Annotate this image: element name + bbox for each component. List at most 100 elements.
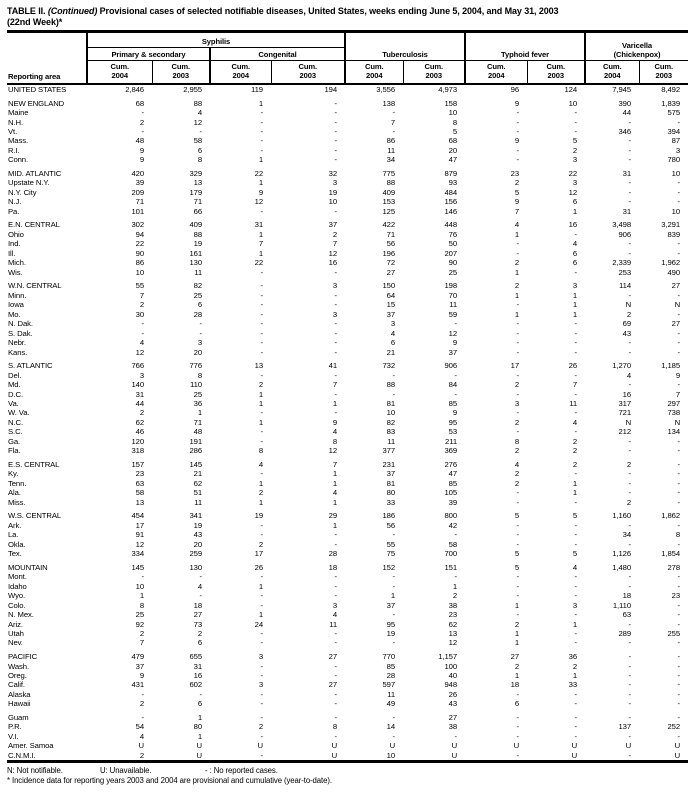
value-cell: 1 (258, 497, 263, 507)
value-cell: 8 (139, 600, 144, 610)
value-cell: 879 (444, 169, 458, 178)
value-cell: 124 (564, 85, 578, 94)
value-cell: - (516, 127, 520, 136)
value-cell: 18 (510, 680, 520, 690)
area-cell: Hawaii (8, 699, 31, 709)
value-cell: 10 (328, 197, 338, 207)
table-row: Miss. 13 11 1 1 33 39- -2- (7, 498, 688, 507)
value-cell: 71 (386, 229, 396, 239)
value-cell: - (628, 689, 632, 699)
value-cell: - (574, 108, 578, 118)
legend-not-notifiable: N: Not notifiable. (7, 766, 63, 776)
value-cell: 92 (135, 619, 144, 629)
syphilis-group-header: Syphilis (85, 31, 346, 49)
value-cell: 5 (514, 549, 520, 559)
value-cell: 1,962 (661, 258, 681, 268)
cum-header-2003: Cum. 2003 (638, 60, 689, 86)
value-cell: - (677, 338, 681, 348)
table-row: N.C. 62 71 1 9 82 95 2 4 N N (7, 418, 688, 427)
area-cell: Tex. (8, 549, 22, 559)
value-cell: - (574, 267, 578, 277)
value-cell: 37 (386, 309, 396, 319)
value-cell: - (574, 408, 578, 418)
value-cell: - (677, 520, 681, 530)
table-row: Maine - 4 - - - 10 - - 44 575 (7, 108, 688, 117)
value-cell: 2 (139, 408, 144, 418)
value-cell: 1 (332, 478, 338, 488)
table-row: Pa. 101 66 - - 125 146 7 1 31 10 (7, 207, 688, 216)
value-cell: 490 (667, 267, 681, 277)
value-cell: 7 (332, 380, 338, 390)
value-cell: 655 (189, 652, 202, 662)
value-cell: 2 (514, 619, 520, 629)
value-cell: 1 (514, 670, 520, 680)
value-cell: 3,556 (376, 85, 396, 94)
value-cell: 34 (622, 530, 632, 540)
value-cell: 4 (514, 220, 520, 230)
value-cell: 9 (452, 338, 458, 348)
value-cell: 2 (514, 281, 520, 291)
value-cell: 2 (139, 628, 144, 638)
value-cell: - (454, 389, 458, 399)
value-cell: - (516, 750, 520, 760)
area-cell: Ark. (8, 520, 22, 530)
value-cell: 59 (448, 309, 458, 319)
area-cell: Kans. (8, 347, 28, 357)
value-cell: - (628, 436, 632, 446)
value-cell: 4 (197, 581, 202, 591)
value-cell: 454 (131, 511, 144, 521)
value-cell: - (516, 689, 520, 699)
value-cell: 88 (193, 98, 202, 108)
legend-unavailable: U: Unavailable. (100, 766, 152, 776)
value-cell: 91 (135, 530, 144, 540)
value-cell: - (260, 370, 264, 380)
value-cell: - (677, 689, 681, 699)
value-cell: 120 (131, 436, 144, 446)
value-cell: 20 (193, 347, 202, 357)
table-row: PACIFIC 479 655 3 27 770 1,157 27 36 - - (7, 652, 688, 661)
value-cell: 10 (135, 267, 144, 277)
value-cell: 95 (386, 619, 396, 629)
value-cell: - (677, 712, 681, 722)
area-cell: Ill. (8, 248, 16, 258)
value-cell: 302 (131, 220, 144, 230)
table-title-text: Provisional cases of selected notifiable… (99, 6, 559, 16)
value-cell: 43 (193, 530, 202, 540)
value-cell: 1 (572, 488, 578, 498)
value-cell: 286 (189, 446, 202, 456)
table-title-line1: TABLE II. (Continued) Provisional cases … (7, 6, 688, 17)
value-cell: 1,157 (438, 652, 458, 662)
value-cell: - (260, 572, 264, 582)
value-cell: - (574, 530, 578, 540)
varicella-label-line2: (Chickenpox) (613, 49, 661, 59)
value-cell: - (516, 530, 520, 540)
value-cell: 2 (139, 300, 144, 310)
table-row: Calif. 431 602 3 27 597 948 18 33 - - (7, 680, 688, 689)
table-row: N.J. 71 71 12 10 153 156 9 6 - - (7, 197, 688, 206)
value-cell: 4 (197, 108, 202, 118)
area-cell: Minn. (8, 290, 27, 300)
value-cell: 394 (667, 127, 681, 136)
value-cell: 597 (382, 680, 396, 690)
value-cell: 96 (510, 85, 520, 94)
value-cell: - (516, 300, 520, 310)
value-cell: - (574, 497, 578, 507)
value-cell: - (628, 488, 632, 498)
table-row: C.N.M.I. 2 U - U 10 U - U - U (7, 751, 688, 762)
value-cell: 2 (258, 722, 263, 732)
table-row: Tenn. 63 62 1 1 81 85 2 1 - - (7, 479, 688, 488)
value-cell: 780 (667, 155, 681, 165)
table-row: Nev. 7 6 - - - 12 1 - - - (7, 638, 688, 647)
value-cell: - (677, 478, 681, 488)
table-row: N. Mex. 25 27 1 4 - 23 - - 63 - (7, 610, 688, 619)
value-cell: - (334, 328, 338, 338)
value-cell: 31 (193, 661, 202, 671)
value-cell: 146 (444, 206, 458, 216)
table-row: W. Va. 2 1 - - 10 9 - - 721 738 (7, 408, 688, 417)
value-cell: - (628, 136, 632, 146)
value-cell: 2 (572, 145, 578, 155)
value-cell: - (392, 712, 396, 722)
value-cell: - (454, 572, 458, 582)
value-cell: 71 (193, 197, 202, 207)
value-cell: 90 (135, 248, 144, 258)
